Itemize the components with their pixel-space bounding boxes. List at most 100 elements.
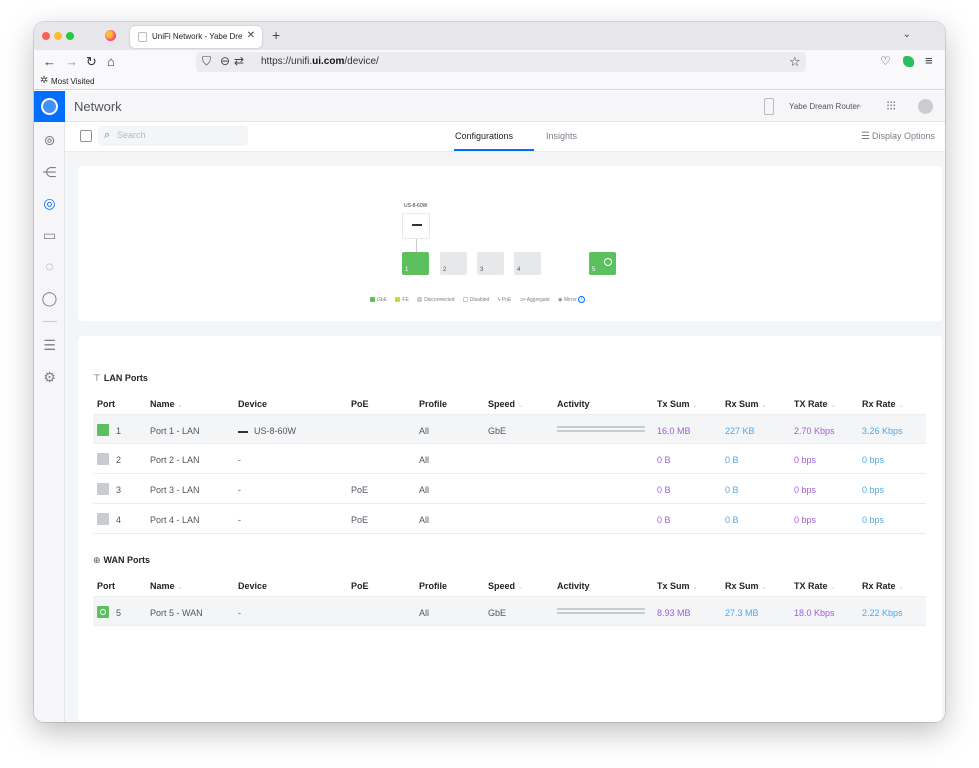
unifi-logo-button[interactable] [34,91,65,122]
tx-sum: 0 B [657,485,671,495]
port-status-indicator [97,606,109,618]
wan-header-rx-sum[interactable]: Rx Sum ⌄ [725,581,767,591]
switch-device[interactable] [402,213,430,239]
wan-header-device[interactable]: Device [238,581,268,591]
port-device[interactable]: US-8-60W [238,426,296,436]
switch-icon [238,430,248,433]
wan-header-activity[interactable]: Activity [557,581,590,591]
lan-header-speed[interactable]: Speed ⌄ [488,399,524,409]
wan-header-tx-rate[interactable]: TX Rate ⌄ [794,581,836,591]
layout-toggle-icon[interactable] [80,130,92,142]
device-selector[interactable]: Yabe Dream Router ⌄ [754,97,870,117]
forward-icon[interactable]: → [65,54,78,69]
pocket-icon[interactable]: ♡ [880,54,891,68]
bookmark-most-visited[interactable]: Most Visited [51,77,95,86]
table-row[interactable]: 1 Port 1 - LAN US-8-60W All GbE 16.0 MB … [93,414,926,444]
table-row[interactable]: 5 Port 5 - WAN - All GbE 8.93 MB 27.3 MB… [93,596,926,626]
tx-rate: 0 bps [794,455,817,465]
wan-header-name[interactable]: Name ⌄ [150,581,183,591]
legend-gbe: GbE [370,297,387,303]
ports-table-card: ⊤ LAN Ports Port Name ⌄ Device PoE Profile… [78,336,942,722]
wan-header-port[interactable]: Port [97,581,115,591]
insights-icon[interactable]: ◯ [41,290,58,306]
topology-icon[interactable]: ⋲ [42,164,57,180]
lan-header-rx-rate[interactable]: Rx Rate ⌄ [862,399,904,409]
avatar[interactable] [918,99,933,114]
diagram-port-5[interactable]: 5 [589,252,616,275]
info-icon[interactable]: i [578,296,586,303]
diagram-port-1[interactable]: 1 [402,252,429,275]
wan-header-profile[interactable]: Profile [419,581,448,591]
minimize-window-button[interactable] [54,32,62,40]
tab-list-chevron-icon[interactable]: ⌄ [902,29,911,40]
back-icon[interactable]: ← [43,54,56,69]
sidebar-divider [42,321,57,322]
tx-sum: 0 B [657,455,671,465]
settings-gear-icon[interactable]: ⚙ [43,369,56,385]
firefox-icon[interactable] [105,30,116,41]
lan-header-device[interactable]: Device [238,399,268,409]
port-diagram-card: US-8-60W 1 2 3 4 5 GbE FE Disconnected D… [78,166,942,321]
home-icon[interactable]: ⌂ [107,54,115,69]
tab-configurations[interactable]: Configurations [455,131,514,141]
lan-header-poe[interactable]: PoE [351,399,369,409]
wan-header-speed[interactable]: Speed ⌄ [488,581,524,591]
lan-header-activity[interactable]: Activity [557,399,590,409]
table-row[interactable]: 2 Port 2 - LAN - All 0 B 0 B 0 bps 0 bps [93,444,926,474]
maximize-window-button[interactable] [66,32,74,40]
diagram-port-3[interactable]: 3 [477,252,504,275]
permissions-icon[interactable]: ⇄ [234,54,245,68]
lan-header-name[interactable]: Name ⌄ [150,399,183,409]
wan-header-rx-rate[interactable]: Rx Rate ⌄ [862,581,904,591]
dashboard-icon[interactable]: ⊚ [43,132,56,148]
table-row[interactable]: 4 Port 4 - LAN - PoE All 0 B 0 B 0 bps 0… [93,504,926,534]
diagram-port-2[interactable]: 2 [440,252,467,275]
port-poe: PoE [351,515,369,525]
diagram-port-4[interactable]: 4 [514,252,541,275]
sliders-icon[interactable]: ☰ [861,131,870,142]
new-tab-icon[interactable]: + [272,27,281,43]
activity-bar [557,608,645,616]
lan-header-tx-rate[interactable]: TX Rate ⌄ [794,399,836,409]
statistics-icon[interactable]: ◌ [45,258,54,274]
lan-header-tx-sum[interactable]: Tx Sum ⌄ [657,399,698,409]
lock-icon[interactable]: ⊖ [220,54,231,68]
legend-mirror: ◉ Mirror i [558,296,586,303]
url-bar[interactable]: ⛉ ⊖ ⇄ https://unifi.ui.com/device/ [196,52,806,72]
bookmark-star-icon[interactable]: ☆ [789,54,801,69]
reload-icon[interactable]: ↻ [86,54,97,69]
shield-icon[interactable]: ⛉ [202,54,212,68]
rx-sum: 0 B [725,515,739,525]
search-input[interactable] [117,128,237,142]
lan-header-port[interactable]: Port [97,399,115,409]
table-row[interactable]: 3 Port 3 - LAN - PoE All 0 B 0 B 0 bps 0… [93,474,926,504]
legend-fe: FE [395,297,409,303]
device-label: US-8-60W [404,203,428,209]
port-name: Port 3 - LAN [150,485,200,495]
lan-network-icon: ⊤ [93,373,101,383]
wan-header-poe[interactable]: PoE [351,581,369,591]
active-tab-indicator [454,149,534,151]
close-window-button[interactable] [42,32,50,40]
browser-tab[interactable]: UniFi Network - Yabe Dream Ro ✕ [130,26,262,48]
tx-rate: 2.70 Kbps [794,426,835,436]
url-text[interactable]: https://unifi.ui.com/device/ [261,56,379,67]
browser-window: UniFi Network - Yabe Dream Ro ✕ + ⌄ ← → … [34,22,945,722]
system-log-icon[interactable]: ☰ [43,337,56,353]
devices-icon[interactable]: ◎ [43,195,56,211]
wan-header-tx-sum[interactable]: Tx Sum ⌄ [657,581,698,591]
lan-header-rx-sum[interactable]: Rx Sum ⌄ [725,399,767,409]
main-content: US-8-60W 1 2 3 4 5 GbE FE Disconnected D… [65,152,945,722]
evernote-icon[interactable] [903,56,914,67]
apps-grid-icon[interactable]: ⁝⁝⁝ [886,98,896,113]
tx-sum: 16.0 MB [657,426,691,436]
port-device: - [238,608,241,618]
tab-insights[interactable]: Insights [546,131,578,141]
menu-icon[interactable]: ≡ [925,53,933,68]
clients-icon[interactable]: ▭ [42,227,57,243]
wan-ports-title: ⊕ WAN Ports [93,555,151,565]
lan-header-profile[interactable]: Profile [419,399,448,409]
close-tab-icon[interactable]: ✕ [246,30,255,41]
rx-rate: 2.22 Kbps [862,608,903,618]
display-options-button[interactable]: Display Options [872,131,936,141]
